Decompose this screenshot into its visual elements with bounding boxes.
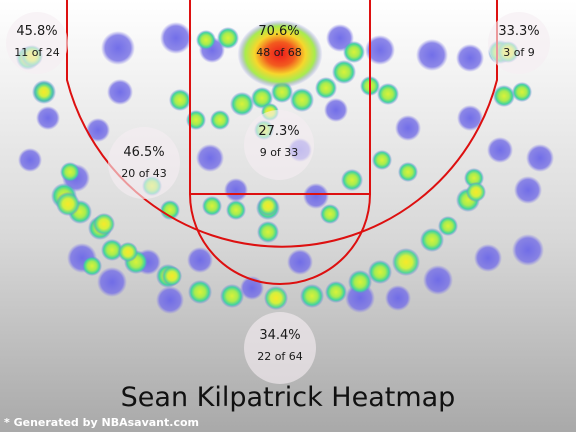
heat-blob-hot	[264, 286, 288, 310]
three-point-line	[66, 0, 498, 248]
heat-blob-warm	[368, 260, 392, 284]
heat-blob-warm	[377, 83, 399, 105]
heat-blob-warm	[315, 77, 337, 99]
heat-blob-fire	[237, 20, 323, 88]
heat-blob-hot	[56, 192, 80, 216]
heat-blob-warm	[226, 200, 246, 220]
heat-blob-warm	[210, 110, 230, 130]
heat-blob-cold	[416, 39, 448, 71]
heat-blob-cold	[196, 144, 224, 172]
zone-left-corner: 45.8% 11 of 24	[6, 12, 68, 74]
heat-blob-cold	[303, 183, 329, 209]
free-throw-arc	[189, 193, 371, 285]
heat-blob-cold	[395, 115, 421, 141]
zone-mid-range: 46.5% 20 of 43	[108, 127, 180, 199]
heat-blob-warm	[438, 216, 458, 236]
heat-blob-warm	[320, 204, 340, 224]
heat-blob-warm	[325, 281, 347, 303]
heat-blob-hot	[118, 242, 138, 262]
heat-blob-cold	[474, 244, 502, 272]
heat-blob-warm	[230, 92, 254, 116]
zone-made: 11 of 24	[14, 46, 60, 59]
heat-blob-cold	[156, 286, 184, 314]
heat-blob-hot	[93, 213, 115, 235]
heat-blob-cold	[287, 249, 313, 275]
zone-pct: 33.3%	[498, 24, 540, 39]
zone-right-corner: 33.3% 3 of 9	[488, 12, 550, 74]
heat-blob-warm	[220, 284, 244, 308]
heat-blob-warm	[343, 41, 365, 63]
zone-restricted-area: 70.6% 48 of 68	[246, 12, 312, 78]
heat-blob-cold	[512, 234, 544, 266]
heat-blob-cold	[97, 267, 127, 297]
heat-blob-hot	[34, 82, 54, 102]
heat-blob-warm	[82, 256, 102, 276]
heat-blob-warm	[188, 280, 212, 304]
heat-blob-cold	[224, 178, 248, 202]
heat-blob-hot	[258, 196, 278, 216]
heat-blob-warm	[372, 150, 392, 170]
heat-blob-cold	[36, 106, 60, 130]
heat-blob-warm	[420, 228, 444, 252]
heat-blob-warm	[160, 200, 180, 220]
zone-made: 9 of 33	[259, 146, 299, 159]
zone-made: 22 of 64	[257, 350, 303, 363]
heat-blob-hot	[392, 248, 420, 276]
heat-blob-warm	[169, 89, 191, 111]
heat-blob-cold	[423, 265, 453, 295]
heat-blob-cold	[514, 176, 542, 204]
heat-blob-cold	[385, 285, 411, 311]
zone-pct: 70.6%	[258, 24, 300, 39]
court-lines	[66, 0, 498, 285]
zone-pct: 45.8%	[16, 24, 58, 39]
heat-blob-hot	[466, 182, 486, 202]
paint-lane	[189, 0, 371, 195]
heat-blob-warm	[300, 284, 324, 308]
heat-blob-cold	[107, 79, 133, 105]
chart-title: Sean Kilpatrick Heatmap	[120, 382, 456, 413]
heat-blob-warm	[493, 85, 515, 107]
heat-blob-hot	[162, 266, 182, 286]
zone-pct: 27.3%	[258, 124, 300, 139]
heat-blob-warm	[257, 221, 279, 243]
zone-pct: 34.4%	[259, 328, 301, 343]
credit-text: * Generated by NBAsavant.com	[4, 416, 199, 429]
heat-blob-cold	[160, 22, 192, 54]
heat-blob-warm	[290, 88, 314, 112]
heat-blob-cold	[457, 105, 483, 131]
heat-blob-warm	[332, 60, 356, 84]
zone-made: 20 of 43	[121, 167, 167, 180]
heat-blob-cold	[18, 148, 42, 172]
heat-blob-warm	[341, 169, 363, 191]
heat-blob-cold	[86, 118, 110, 142]
heat-blob-cold	[456, 44, 484, 72]
heat-blob-cold	[101, 31, 135, 65]
zone-pct: 46.5%	[123, 145, 165, 160]
heat-blobs	[16, 20, 554, 314]
heat-blob-warm	[348, 270, 372, 294]
heat-blob-warm	[101, 239, 123, 261]
heat-blob-warm	[512, 82, 532, 102]
heat-blob-warm	[196, 30, 216, 50]
heat-blob-cold	[526, 144, 554, 172]
zone-top-three: 34.4% 22 of 64	[244, 312, 316, 384]
heat-blob-warm	[398, 162, 418, 182]
heat-blob-cold	[324, 98, 348, 122]
zone-paint: 27.3% 9 of 33	[244, 110, 314, 180]
zone-made: 48 of 68	[256, 46, 302, 59]
heat-blob-warm	[60, 162, 80, 182]
heat-blob-warm	[217, 27, 239, 49]
heat-blob-cold	[187, 247, 213, 273]
heat-blob-cold	[365, 35, 395, 65]
heat-blob-warm	[202, 196, 222, 216]
heat-blob-cold	[487, 137, 513, 163]
zone-made: 3 of 9	[503, 46, 535, 59]
